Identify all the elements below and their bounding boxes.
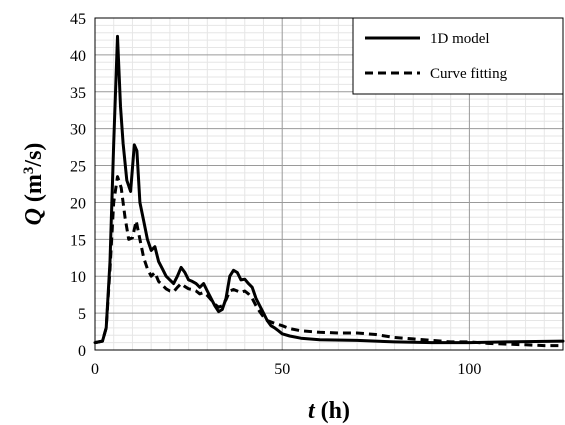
x-tick-label: 50 bbox=[274, 361, 290, 378]
y-tick-label: 45 bbox=[70, 11, 86, 28]
grid-minor bbox=[95, 18, 564, 350]
x-axis-unit: (h) bbox=[315, 398, 350, 424]
x-tick-label: 100 bbox=[457, 361, 481, 378]
y-tick-label: 35 bbox=[70, 85, 86, 102]
x-tick-label: 0 bbox=[91, 361, 99, 378]
y-tick-label: 10 bbox=[70, 269, 86, 286]
y-tick-label: 40 bbox=[70, 48, 86, 65]
legend: 1D model Curve fitting bbox=[352, 17, 564, 95]
y-axis-unit-sup: 3 bbox=[21, 167, 37, 175]
y-axis-var: Q bbox=[21, 208, 47, 225]
y-tick-label: 30 bbox=[70, 122, 86, 139]
x-axis-title: t (h) bbox=[308, 398, 350, 424]
series-line-1d-model bbox=[93, 34, 565, 345]
x-axis-var: t bbox=[308, 398, 316, 424]
plot-frame bbox=[94, 17, 564, 351]
y-tick-label: 20 bbox=[70, 195, 86, 212]
x-tick-labels: 0 50 100 bbox=[91, 361, 481, 378]
series-line-curve-fitting bbox=[94, 175, 563, 348]
legend-label-1d-model: 1D model bbox=[430, 31, 490, 47]
legend-label-curve-fitting: Curve fitting bbox=[430, 66, 508, 82]
y-tick-label: 5 bbox=[78, 306, 86, 323]
y-tick-labels: 0 5 10 15 20 25 30 35 40 45 bbox=[70, 11, 86, 360]
legend-box bbox=[352, 17, 564, 95]
y-tick-label: 25 bbox=[70, 159, 86, 176]
y-tick-label: 0 bbox=[78, 343, 86, 360]
y-axis-unit-pre: (m bbox=[21, 174, 47, 208]
series-layer bbox=[93, 34, 565, 348]
y-tick-label: 15 bbox=[70, 232, 86, 249]
y-axis-unit-post: /s) bbox=[21, 143, 47, 168]
y-axis-title: Q (m3/s) bbox=[21, 143, 47, 226]
